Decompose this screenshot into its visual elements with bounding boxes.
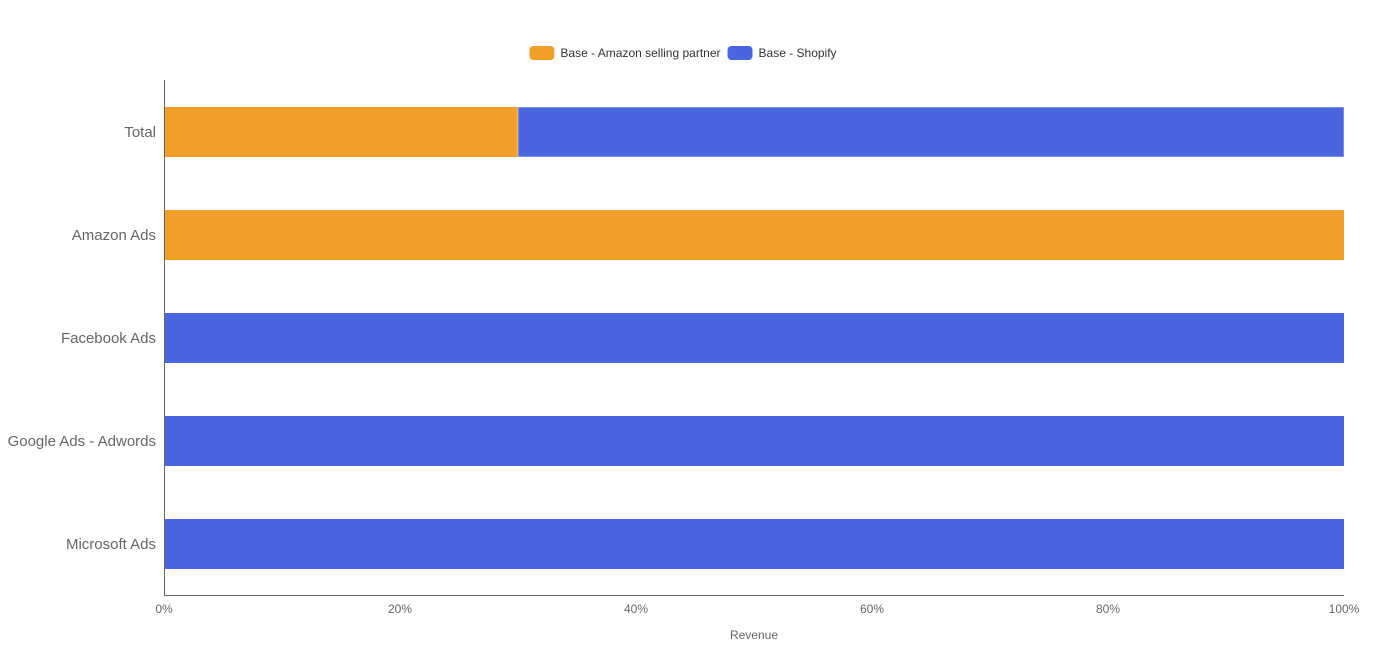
x-tick-label: 100% [1329,602,1360,616]
legend-label: Base - Shopify [759,46,837,60]
bar-3-series-1 [164,416,1344,466]
category-label: Microsoft Ads [66,536,156,553]
legend-label: Base - Amazon selling partner [560,46,720,60]
legend: Base - Amazon selling partner Base - Shop… [529,46,837,60]
x-tick-label: 40% [624,602,648,616]
category-labels: Total Amazon Ads Facebook Ads Google Ads - … [8,124,156,553]
x-tick-label: 60% [860,602,884,616]
x-tick-labels: 0% 20% 40% 60% 80% 100% [155,602,1359,616]
category-label: Amazon Ads [72,227,156,244]
x-tick-label: 20% [388,602,412,616]
category-label: Total [124,124,156,141]
bar-4-series-1 [164,519,1344,569]
bar-1-series-0 [164,210,1344,260]
x-tick-label: 0% [155,602,173,616]
bar-0-series-0 [164,107,518,157]
x-axis-title: Revenue [730,628,778,642]
bar-0-series-1 [517,106,1345,158]
axes [164,80,1344,596]
x-tick-label: 80% [1096,602,1120,616]
bars [164,106,1345,569]
category-label: Facebook Ads [61,330,156,347]
bar-2-series-1 [164,313,1344,363]
legend-swatch [529,46,555,60]
legend-swatch [727,46,753,60]
category-label: Google Ads - Adwords [8,433,156,450]
